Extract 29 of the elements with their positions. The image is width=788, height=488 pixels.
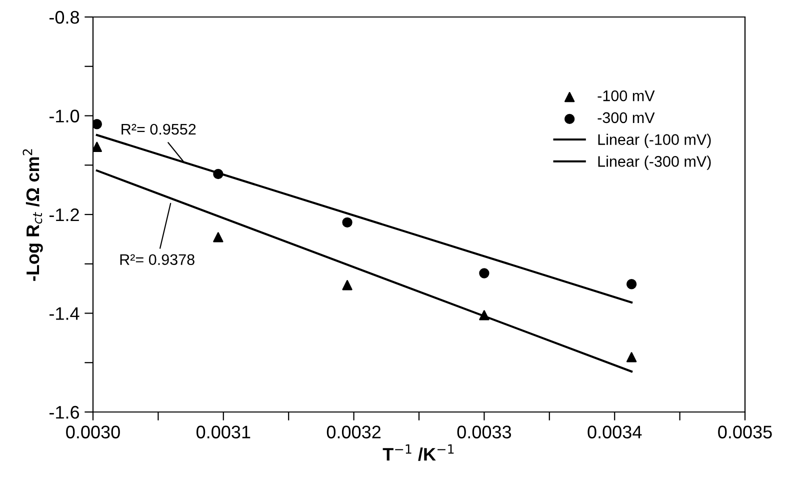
annotation: R²= 0.9378 (120, 254, 194, 266)
x-tick-label: 0.0030 (66, 426, 120, 438)
point (213, 168, 224, 180)
point (213, 232, 224, 242)
x-tick-label: 0.0034 (588, 426, 642, 438)
point (93, 119, 102, 130)
point (342, 280, 352, 290)
x-tick-label: 0.0031 (196, 426, 250, 438)
y-tick-label: -1.0 (50, 110, 80, 122)
y-tick-label: -1.2 (50, 208, 79, 222)
legend-label: -100 mV (598, 90, 655, 102)
legend-label: Linear (-100 mV) (598, 134, 711, 148)
annotation: R²= 0.9552 (122, 124, 196, 135)
point (626, 352, 637, 362)
point (626, 279, 637, 290)
legend-label: -300 mV (598, 112, 655, 124)
y-axis-title: -Log R$_{ct}$ /Ω cm$^{2}$ (22, 149, 43, 281)
x-tick-label: 0.0032 (326, 426, 381, 438)
y-tick-label: -0.8 (50, 10, 80, 24)
y-tick-label: -1.6 (50, 406, 80, 419)
x-axis-title: T$^{−1}$ /K$^{−1}$ (382, 444, 454, 461)
point (93, 142, 102, 152)
x-tick-label: 0.0035 (718, 426, 772, 438)
point (479, 310, 490, 320)
legend-label: Linear (-300 mV) (598, 156, 711, 170)
point (479, 268, 490, 278)
point (342, 217, 352, 228)
y-tick-label: -1.4 (50, 307, 80, 320)
x-tick-label: 0.0033 (457, 426, 512, 438)
